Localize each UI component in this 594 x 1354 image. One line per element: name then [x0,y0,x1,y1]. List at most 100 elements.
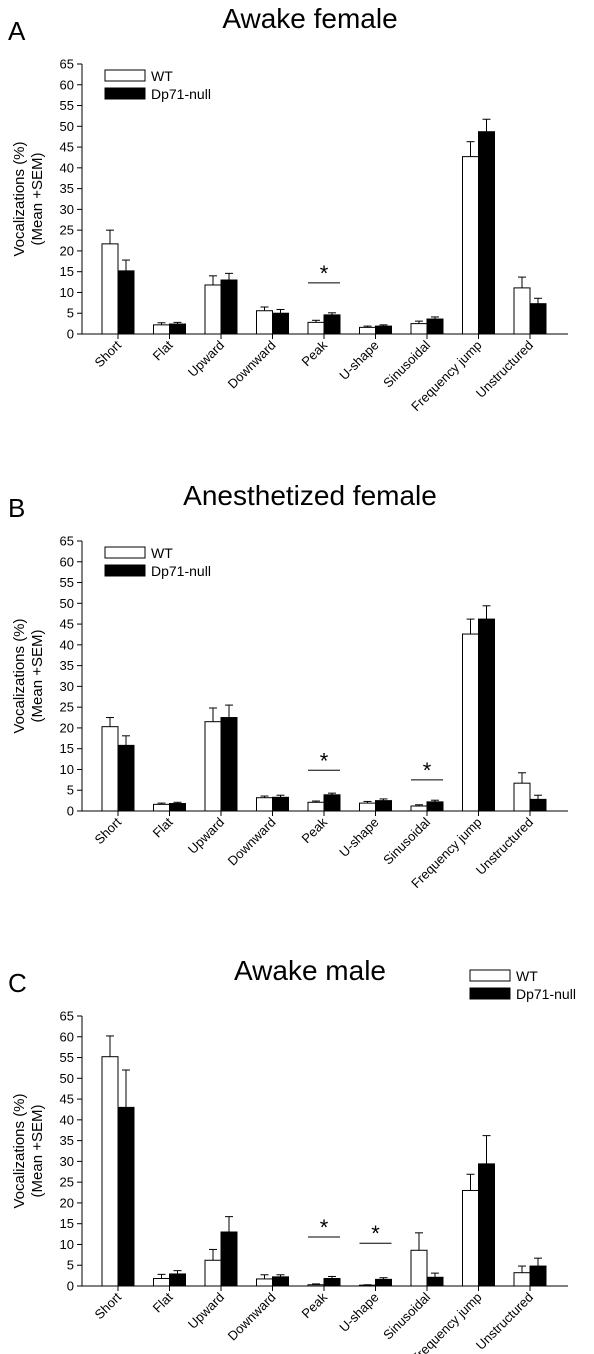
bar [204,284,222,335]
bar [529,1265,547,1287]
bar [478,618,495,812]
bar [169,803,186,812]
error-bar [363,800,372,804]
bar [375,1278,392,1287]
y-tick-label: 35 [60,658,74,673]
error-bar [225,272,233,280]
y-tick-label: 45 [60,140,74,155]
bar [307,1284,325,1287]
significance-star: * [320,1215,329,1240]
error-bar [431,316,439,320]
panel-title: Awake female [222,3,397,34]
y-tick-label: 50 [60,1071,74,1086]
y-tick-label: 30 [60,679,74,694]
y-tick-label: 35 [60,181,74,196]
bar [426,801,444,812]
error-bar [328,312,336,315]
error-bar [312,1283,320,1285]
bar [307,321,325,335]
y-tick-label: 60 [60,554,74,569]
bar [478,131,495,335]
panel-title: Awake male [234,955,386,986]
bar [117,744,135,812]
x-tick-label: Upward [185,338,227,380]
legend-label: WT [151,545,173,561]
error-bar [379,1277,388,1280]
x-tick-label: Short [92,814,125,847]
bar [375,800,392,812]
bar [153,803,170,812]
y-tick-label: 25 [60,700,74,715]
y-axis-label: Vocalizations (%) [11,618,28,733]
error-bar [415,320,423,324]
error-bar [466,1173,475,1191]
error-bar [122,1069,130,1108]
legend-label: Dp71-null [516,986,576,1002]
error-bar [209,275,217,285]
error-bar [415,1232,423,1251]
x-tick-label: U-shape [336,815,381,860]
error-bar [518,772,526,784]
bar [323,1278,341,1287]
panel-letter: B [8,493,25,523]
bar [359,326,376,335]
y-tick-label: 55 [60,98,74,113]
error-bar [534,1257,542,1267]
error-bar [466,141,475,157]
legend-swatch [104,69,146,82]
y-tick-label: 30 [60,1154,74,1169]
x-tick-label: Flat [150,1289,176,1315]
x-tick-label: Flat [150,337,176,363]
error-bar [379,798,388,801]
bar [220,717,238,812]
x-tick-label: Peak [299,814,331,846]
error-bar [379,324,388,327]
error-bar [466,618,475,635]
bar [323,794,341,812]
bar [272,312,289,335]
y-tick-label: 20 [60,243,74,258]
x-tick-label: U-shape [336,1290,381,1335]
significance-star: * [371,1221,380,1246]
x-tick-label: Downward [225,1290,279,1344]
error-bar [328,792,336,795]
legend-swatch [104,564,146,577]
x-tick-label: Sinusoidal [380,814,433,867]
y-tick-label: 0 [67,1279,74,1294]
y-tick-label: 60 [60,1029,74,1044]
x-tick-label: Short [92,337,125,370]
bar [426,1276,444,1287]
y-tick-label: 30 [60,202,74,217]
y-tick-label: 0 [67,804,74,819]
bar [272,1276,289,1287]
y-tick-label: 65 [60,1009,74,1024]
legend-label: WT [151,68,173,84]
error-bar [363,325,372,328]
significance-star: * [320,261,329,286]
bar [410,1249,428,1287]
y-tick-label: 5 [67,1258,74,1273]
y-tick-label: 45 [60,1092,74,1107]
error-bar [106,229,114,244]
bar [256,1278,273,1287]
error-bar [276,794,285,798]
error-bar [209,707,217,722]
legend-swatch [104,87,146,100]
x-tick-label: Sinusoidal [380,337,433,390]
y-tick-label: 20 [60,720,74,735]
y-axis-label: (Mean +SEM) [29,1105,46,1198]
bar [359,802,376,812]
error-bar [312,319,320,323]
y-tick-label: 10 [60,1237,74,1252]
error-bar [106,717,114,727]
legend-label: WT [516,968,538,984]
error-bar [122,735,130,746]
bar [478,1163,495,1287]
error-bar [431,799,439,802]
y-tick-label: 20 [60,1195,74,1210]
significance-star: * [320,748,329,773]
x-tick-label: Upward [185,1290,227,1332]
bar [426,318,444,335]
bar [323,314,341,335]
